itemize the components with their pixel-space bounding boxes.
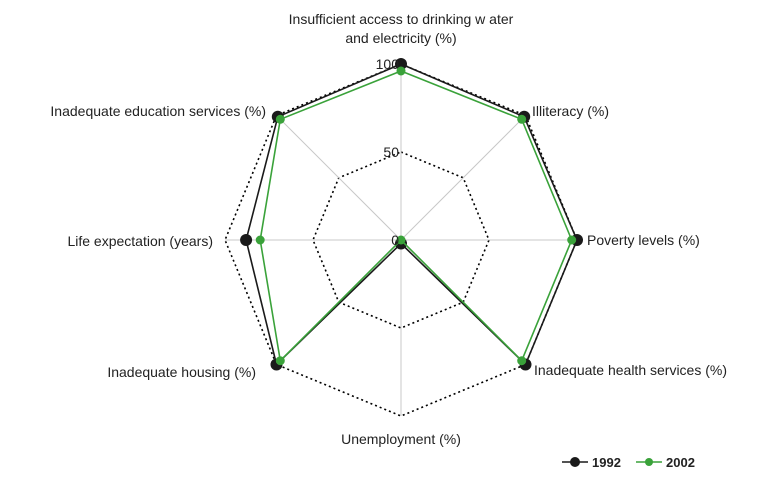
series-layer xyxy=(240,58,583,371)
point-2002-3 xyxy=(517,356,527,366)
axis-label-0-line-1: and electricity (%) xyxy=(345,30,456,46)
axis-label-2: Poverty levels (%) xyxy=(587,232,700,248)
tick-label-50: 50 xyxy=(383,144,399,160)
point-1992-0 xyxy=(395,58,407,70)
point-2002-1 xyxy=(517,114,527,124)
axis-labels: Insufficient access to drinking w ater an… xyxy=(50,11,727,447)
point-1992-6 xyxy=(240,234,253,246)
axis-label-4-line-0: Unemployment (%) xyxy=(341,431,461,447)
series-2002 xyxy=(255,66,577,366)
point-2002-0 xyxy=(396,66,406,76)
axis-label-6: Life expectation (years) xyxy=(67,233,213,249)
spoke-1 xyxy=(400,115,526,241)
legend-label-1992: 1992 xyxy=(592,455,621,470)
axis-label-7-line-0: Inadequate education services (%) xyxy=(50,103,266,119)
series-line-1992 xyxy=(245,63,578,367)
legend: 1992 2002 xyxy=(562,455,695,470)
tick-label-0: 0 xyxy=(391,232,399,248)
axis-label-1-line-0: Illiteracy (%) xyxy=(532,103,609,119)
axis-label-0: Insufficient access to drinking w ater an… xyxy=(289,11,514,46)
point-2002-7 xyxy=(275,114,285,124)
axis-label-1: Illiteracy (%) xyxy=(532,103,609,119)
point-2002-5 xyxy=(275,356,285,366)
axis-label-3: Inadequate health services (%) xyxy=(534,362,727,378)
axis-label-0-line-0: Insufficient access to drinking w ater xyxy=(289,11,514,27)
axis-label-2-line-0: Poverty levels (%) xyxy=(587,232,700,248)
axis-label-4: Unemployment (%) xyxy=(341,431,461,447)
spoke-7 xyxy=(276,115,402,241)
axis-label-5: Inadequate housing (%) xyxy=(107,364,256,380)
legend-marker-2002 xyxy=(645,458,653,466)
point-2002-4 xyxy=(396,235,406,245)
legend-marker-1992 xyxy=(570,457,580,467)
point-2002-6 xyxy=(255,235,265,245)
axis-label-7: Inadequate education services (%) xyxy=(50,103,266,119)
axis-label-5-line-0: Inadequate housing (%) xyxy=(107,364,256,380)
axis-label-3-line-0: Inadequate health services (%) xyxy=(534,362,727,378)
legend-label-2002: 2002 xyxy=(666,455,695,470)
axis-label-6-line-0: Life expectation (years) xyxy=(67,233,213,249)
tick-label-100: 100 xyxy=(376,56,400,72)
point-2002-2 xyxy=(567,235,577,245)
tick-labels: 0 50 100 xyxy=(376,56,400,248)
